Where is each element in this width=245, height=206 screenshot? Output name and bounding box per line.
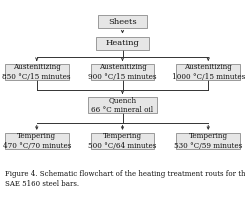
Text: Figure 4.: Figure 4. — [0, 205, 1, 206]
FancyBboxPatch shape — [91, 133, 154, 149]
Text: Tempering
530 °C/59 minutes: Tempering 530 °C/59 minutes — [174, 132, 242, 150]
Text: Austenitizing
850 °C/15 minutes: Austenitizing 850 °C/15 minutes — [2, 63, 71, 81]
Text: Tempering
500 °C/64 minutes: Tempering 500 °C/64 minutes — [88, 132, 157, 150]
FancyBboxPatch shape — [88, 97, 157, 113]
Text: Figure 4. Schematic flowchart of the heating treatment routs for the SAE 5160 st: Figure 4. Schematic flowchart of the hea… — [0, 205, 1, 206]
FancyBboxPatch shape — [176, 64, 240, 80]
Text: Quench
66 °C mineral oil: Quench 66 °C mineral oil — [91, 96, 154, 114]
FancyBboxPatch shape — [5, 64, 69, 80]
Text: Heating: Heating — [106, 39, 139, 47]
Text: Austenitizing
1000 °C/15 minutes: Austenitizing 1000 °C/15 minutes — [172, 63, 245, 81]
FancyBboxPatch shape — [91, 64, 154, 80]
Text: Austenitizing
900 °C/15 minutes: Austenitizing 900 °C/15 minutes — [88, 63, 157, 81]
Text: Tempering
470 °C/70 minutes: Tempering 470 °C/70 minutes — [2, 132, 71, 150]
FancyBboxPatch shape — [5, 133, 69, 149]
FancyBboxPatch shape — [96, 37, 149, 50]
FancyBboxPatch shape — [98, 15, 147, 28]
FancyBboxPatch shape — [176, 133, 240, 149]
Text: Sheets: Sheets — [108, 18, 137, 26]
Text: Figure 4. Schematic flowchart of the heating treatment routs for the
SAE 5160 st: Figure 4. Schematic flowchart of the hea… — [5, 170, 245, 188]
